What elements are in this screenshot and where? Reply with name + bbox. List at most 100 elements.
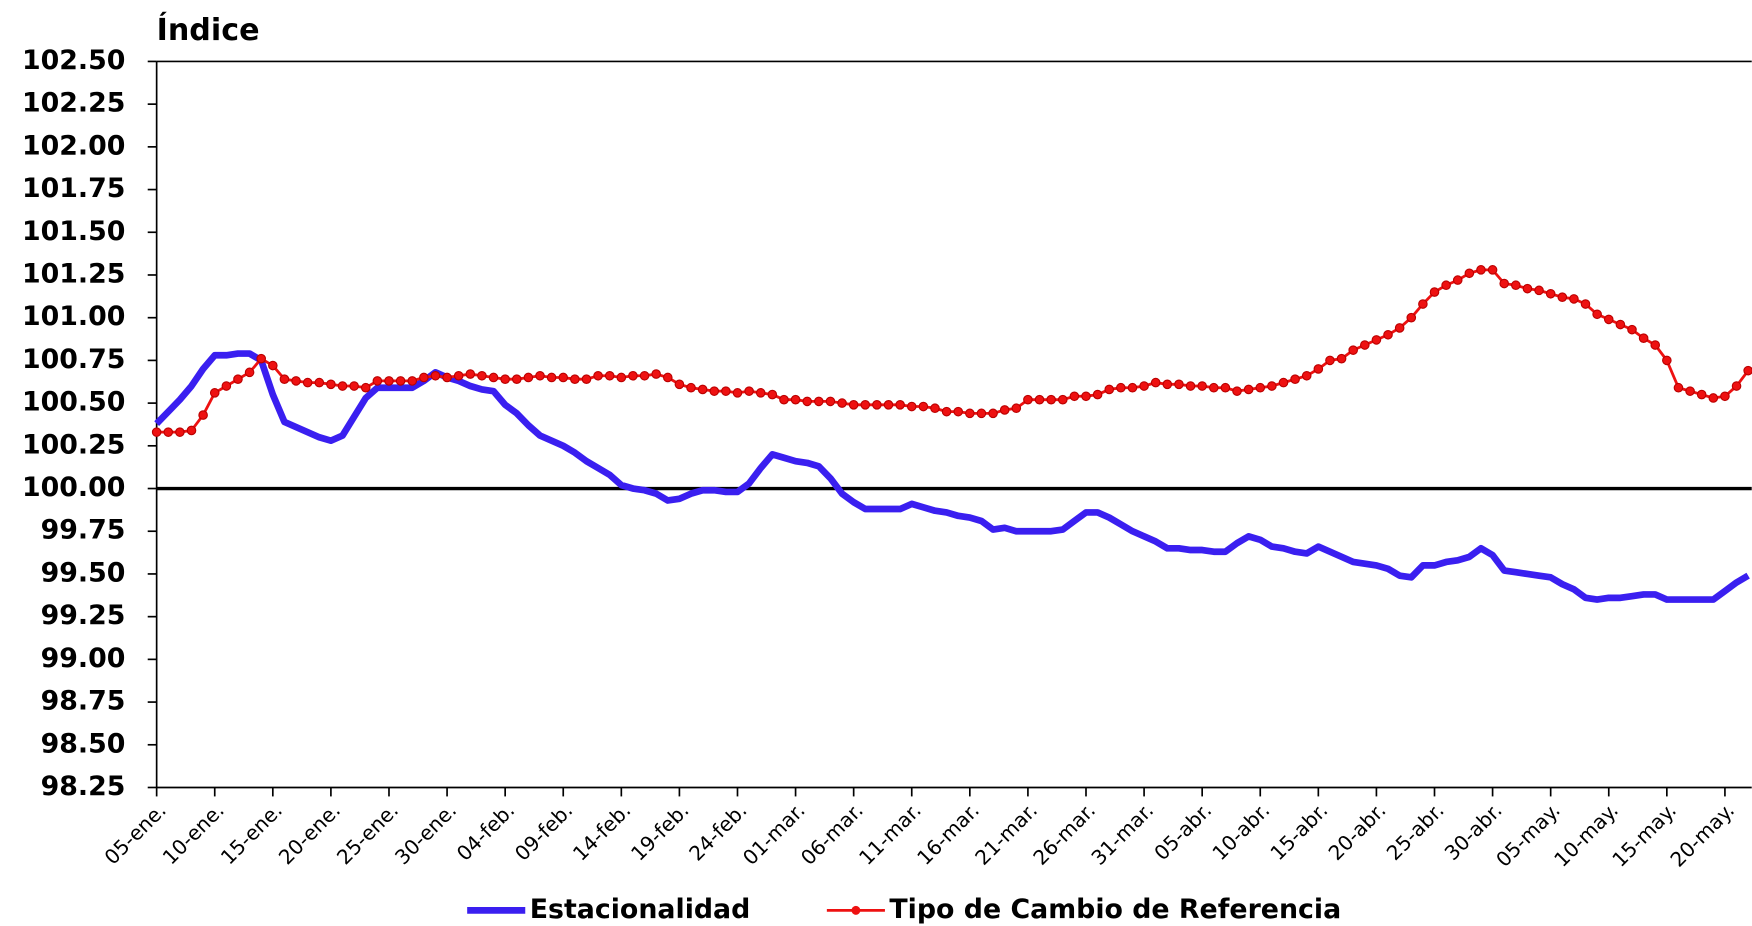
series-line	[154, 350, 1750, 603]
series-marker	[848, 400, 859, 410]
series-marker	[221, 381, 232, 391]
series-marker	[755, 388, 766, 398]
x-tick-label: 14-feb.	[568, 798, 635, 865]
series-marker	[1557, 292, 1568, 302]
series-marker	[1092, 389, 1103, 400]
series-marker	[337, 381, 348, 391]
legend-label: Tipo de Cambio de Referencia	[889, 894, 1341, 925]
y-tick-label: 101.75	[22, 173, 125, 204]
series-marker	[314, 377, 325, 388]
series-marker	[465, 369, 476, 379]
legend-label: Estacionalidad	[530, 894, 751, 925]
series-marker	[593, 370, 603, 381]
series-marker	[1255, 382, 1266, 393]
series-marker	[163, 427, 174, 437]
series-marker	[209, 388, 220, 398]
series-marker	[500, 374, 510, 384]
series-marker	[1603, 314, 1614, 325]
series-marker	[1046, 394, 1056, 405]
series-marker	[1441, 280, 1451, 291]
y-tick-label: 98.25	[41, 771, 126, 802]
series-marker	[407, 376, 418, 386]
x-tick-label: 21-mar.	[970, 798, 1042, 870]
series-marker	[1522, 283, 1533, 294]
series-marker	[872, 400, 882, 410]
series-marker	[256, 353, 267, 364]
series-line	[156, 268, 1750, 434]
y-tick-label: 99.75	[41, 515, 126, 546]
series-marker	[651, 369, 661, 379]
series-marker	[662, 372, 673, 383]
series-marker	[291, 376, 301, 386]
series-marker	[1708, 393, 1719, 403]
series-marker	[906, 401, 917, 412]
series-marker	[1662, 355, 1672, 366]
x-tick-label: 26-mar.	[1028, 798, 1100, 870]
x-tick-label: 10-abr.	[1207, 798, 1274, 865]
series-marker	[268, 360, 278, 371]
series-marker	[581, 374, 592, 384]
series-marker	[302, 377, 313, 388]
series-marker	[732, 388, 743, 398]
x-tick-label: 31-mar.	[1086, 798, 1158, 870]
series-marker	[442, 372, 452, 383]
x-tick-label: 30-ene.	[390, 798, 461, 869]
series-marker	[1313, 364, 1324, 374]
series-marker	[1267, 381, 1277, 391]
x-tick-label: 20-may.	[1665, 798, 1739, 872]
series-marker	[570, 374, 580, 384]
series-marker	[1487, 265, 1498, 275]
series-marker	[860, 400, 871, 410]
series-marker	[419, 372, 429, 383]
series-marker	[837, 398, 847, 408]
series-marker	[1336, 353, 1347, 364]
series-marker	[918, 401, 929, 412]
series-marker	[790, 394, 801, 405]
series-marker	[1696, 389, 1707, 400]
y-tick-label: 99.50	[41, 557, 126, 588]
series-marker	[1243, 384, 1254, 395]
x-tick-label: 10-ene.	[158, 798, 229, 869]
x-tick-label: 05-ene.	[100, 798, 171, 869]
series-marker	[1359, 340, 1370, 350]
series-marker	[186, 425, 197, 436]
series-marker	[1673, 382, 1684, 393]
y-tick-label: 98.75	[41, 686, 126, 717]
series-marker	[1127, 382, 1138, 393]
series-marker	[1011, 403, 1022, 414]
x-tick-label: 25-ene.	[332, 798, 403, 869]
series-marker	[1057, 394, 1068, 405]
series-marker	[279, 374, 290, 384]
y-tick-label: 101.50	[22, 216, 125, 247]
x-tick-label: 15-abr.	[1265, 798, 1332, 865]
y-tick-label: 100.75	[22, 344, 125, 375]
series-marker	[965, 408, 975, 419]
series-marker	[453, 370, 464, 381]
series-marker	[1174, 379, 1184, 390]
series-marker	[349, 381, 359, 391]
series-marker	[1452, 275, 1463, 285]
series-marker	[1325, 355, 1335, 366]
series-marker	[1301, 370, 1312, 381]
series-marker	[953, 406, 964, 417]
series-marker	[1081, 391, 1091, 402]
x-tick-label: 09-feb.	[510, 798, 577, 865]
y-tick-label: 99.00	[41, 643, 126, 674]
y-tick-label: 102.00	[22, 130, 125, 161]
series-marker	[988, 408, 998, 419]
series-marker	[1650, 340, 1661, 350]
x-tick-label: 16-mar.	[912, 798, 984, 870]
y-tick-label: 100.50	[22, 387, 125, 418]
series-marker	[511, 374, 522, 384]
series-marker	[767, 389, 778, 400]
series-marker	[1104, 384, 1115, 395]
series-marker	[883, 400, 894, 410]
series-marker	[1638, 333, 1649, 343]
series-marker	[639, 370, 650, 381]
y-tick-label: 101.25	[22, 258, 125, 289]
series-marker	[1592, 309, 1602, 320]
series-marker	[941, 406, 952, 417]
series-marker	[233, 374, 243, 384]
series-marker	[1116, 382, 1126, 393]
series-marker	[1569, 294, 1579, 304]
